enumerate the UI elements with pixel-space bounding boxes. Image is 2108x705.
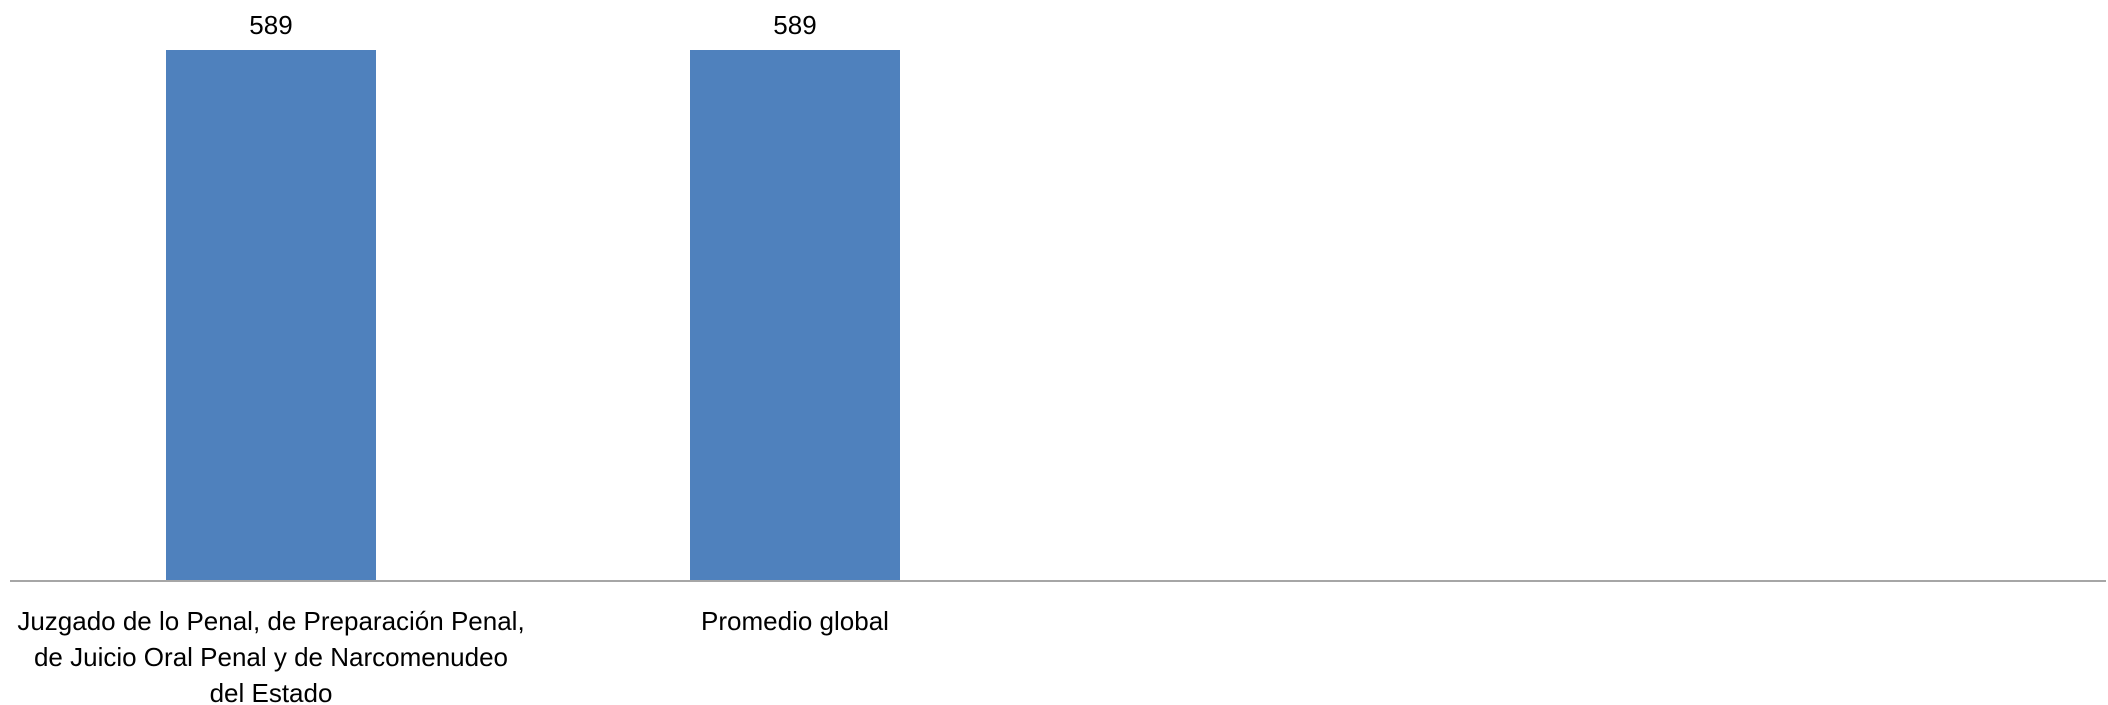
category-label-0-line-1: de Juicio Oral Penal y de Narcomenudeo: [34, 642, 508, 672]
category-label-1: Promedio global: [701, 606, 889, 636]
value-label-1: 589: [773, 10, 816, 40]
bar-0: [166, 50, 376, 581]
bar-1: [690, 50, 900, 581]
value-label-0: 589: [249, 10, 292, 40]
value-labels-layer: 589 589: [249, 10, 816, 40]
category-label-0-line-2: del Estado: [210, 678, 333, 705]
category-label-0-line-0: Juzgado de lo Penal, de Preparación Pena…: [17, 606, 524, 636]
category-label-1-line-0: Promedio global: [701, 606, 889, 636]
category-label-0: Juzgado de lo Penal, de Preparación Pena…: [17, 606, 524, 705]
bars-layer: [166, 50, 900, 581]
category-labels-layer: Juzgado de lo Penal, de Preparación Pena…: [17, 606, 889, 705]
